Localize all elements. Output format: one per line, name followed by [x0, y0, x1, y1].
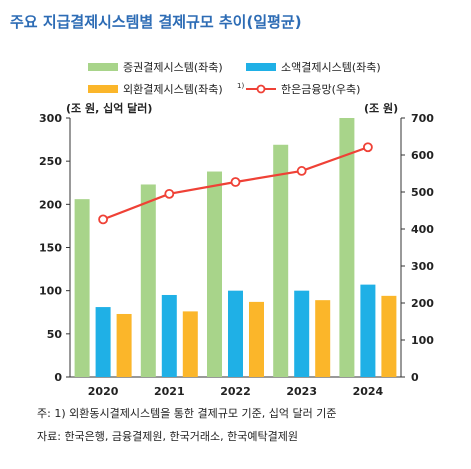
right-tick-label: 700	[411, 112, 434, 125]
x-tick-label: 2020	[88, 385, 119, 398]
bar-securities	[207, 171, 222, 377]
right-tick-label: 500	[411, 186, 434, 199]
legend-swatch-retail	[246, 63, 276, 71]
bar-fx	[116, 313, 132, 377]
line-bok-point	[230, 177, 241, 187]
line-bok-point	[98, 214, 108, 225]
source-text: 자료: 한국은행, 금융결제원, 한국거래소, 한국예탁결제원	[37, 430, 298, 443]
right-tick-label: 400	[411, 223, 434, 236]
right-tick-label: 100	[411, 334, 434, 347]
line-series-group	[98, 142, 373, 225]
legend-label-fx: 외환결제시스템(좌축)	[123, 83, 223, 96]
left-axis-unit: (조 원, 십억 달러)	[66, 101, 152, 115]
line-bok-point	[164, 188, 175, 199]
legend-footnote-marker: 1)	[237, 82, 244, 90]
left-tick-label: 150	[39, 242, 62, 255]
bar-retail	[228, 290, 243, 377]
right-axis-ticks: 0 100 200 300 400 500 600 700	[401, 112, 434, 384]
bar-fx	[315, 300, 331, 377]
x-tick-label: 2021	[154, 385, 185, 398]
legend-swatch-fx	[88, 85, 118, 93]
right-axis-unit: (조 원)	[364, 101, 398, 115]
right-tick-label: 200	[411, 297, 434, 310]
legend-label-securities: 증권결제시스템(좌축)	[123, 61, 223, 74]
bar-series-group	[74, 118, 397, 377]
bar-securities	[74, 199, 90, 377]
bar-fx	[182, 311, 198, 377]
right-tick-label: 600	[411, 149, 434, 162]
x-tick-label: 2022	[220, 385, 251, 398]
bar-fx	[249, 301, 264, 377]
bar-retail	[95, 307, 111, 377]
bar-securities	[140, 184, 156, 377]
x-tick-label: 2024	[353, 385, 384, 398]
left-axis-ticks: 0 50 100 150 200 250 300	[39, 112, 70, 384]
x-tick-label: 2023	[286, 385, 317, 398]
bar-retail	[294, 290, 310, 377]
bar-securities	[273, 144, 289, 377]
left-tick-label: 300	[39, 112, 62, 125]
right-tick-label: 300	[411, 260, 434, 273]
bar-fx	[381, 295, 397, 377]
legend-swatch-securities	[88, 63, 118, 71]
legend: 증권결제시스템(좌축) 소액결제시스템(좌축) 외환결제시스템(좌축) 1) 한…	[88, 61, 381, 96]
left-tick-label: 250	[39, 155, 62, 168]
left-tick-label: 50	[47, 328, 63, 341]
legend-marker-bok	[256, 84, 266, 94]
legend-label-retail: 소액결제시스템(좌축)	[281, 61, 381, 74]
footnote-text: 주: 1) 외환동시결제시스템을 통한 결제규모 기준, 십억 달러 기준	[37, 407, 336, 420]
right-tick-label: 0	[411, 371, 419, 384]
bar-retail	[161, 294, 177, 377]
left-tick-label: 0	[54, 371, 62, 384]
bar-retail	[360, 284, 376, 377]
chart-title: 주요 지급결제시스템별 결제규모 추이(일평균)	[10, 13, 302, 31]
left-tick-label: 200	[39, 198, 62, 211]
bar-securities	[339, 118, 355, 377]
line-bok-point	[296, 166, 307, 176]
left-tick-label: 100	[39, 285, 62, 298]
line-bok-point	[362, 142, 373, 153]
legend-label-bok: 한은금융망(우축)	[281, 83, 360, 96]
x-axis-ticks: 2020 2021 2022 2023 2024	[88, 385, 384, 398]
